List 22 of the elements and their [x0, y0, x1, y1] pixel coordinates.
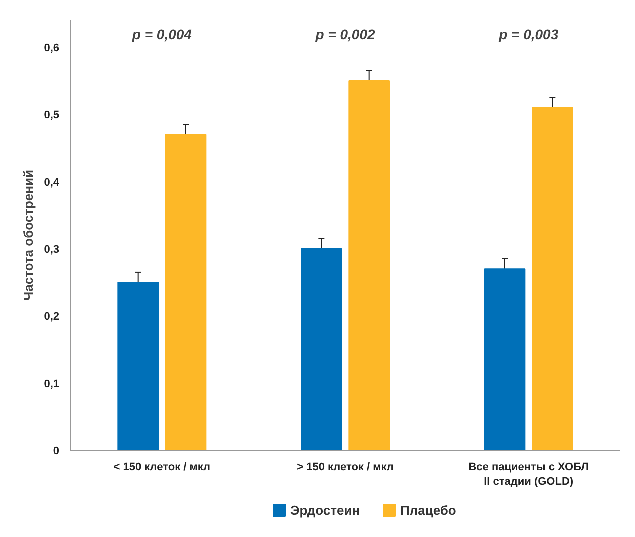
legend-label: Плацебо [400, 503, 456, 518]
y-tick-label: 0 [53, 446, 60, 458]
annotation: p = 0,004 [131, 26, 192, 42]
y-tick-label: 0,2 [44, 311, 60, 324]
bar [484, 268, 526, 450]
y-tick-label: 0,5 [44, 110, 60, 122]
legend-label: Эрдостеин [290, 503, 360, 518]
bar [165, 134, 207, 450]
annotation: p = 0,003 [498, 26, 559, 42]
bar [348, 80, 390, 450]
bar [301, 248, 342, 450]
x-tick-label: > 150 клеток / мкл [297, 462, 394, 474]
x-tick-label: < 150 клеток / мкл [114, 462, 211, 474]
y-tick-label: 0,1 [44, 378, 60, 390]
x-tick-label: Все пациенты с ХОБЛ II стадии (GOLD) [468, 462, 589, 488]
y-tick-label: 0,4 [44, 176, 60, 189]
y-tick-label: 0,3 [44, 244, 60, 256]
y-axis-title: Частота обострений [21, 170, 36, 301]
annotation: p = 0,002 [314, 26, 376, 42]
bar [532, 107, 574, 450]
bar [118, 282, 159, 450]
y-tick-label: 0,6 [44, 42, 60, 54]
